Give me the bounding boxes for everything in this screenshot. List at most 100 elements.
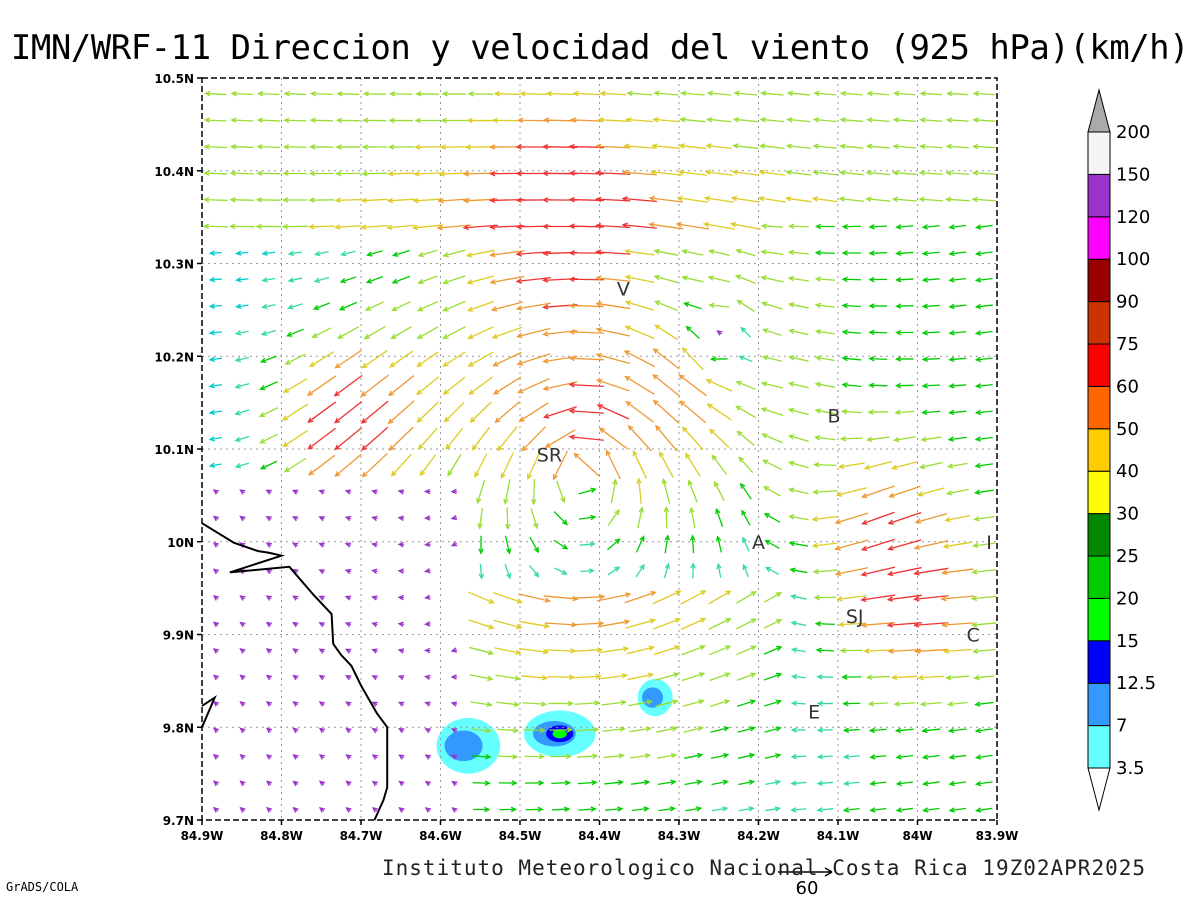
wind-arrow [919,90,942,97]
wind-arrow [467,91,493,97]
wind-arrow [212,489,220,495]
wind-arrow [292,648,299,654]
wind-arrow [527,451,541,480]
wind-arrow [681,248,704,256]
wind-arrow [678,374,707,397]
wind-arrow [371,701,378,707]
wind-arrow [738,456,754,474]
wind-arrow [736,699,757,707]
colorbar-label: 12.5 [1116,673,1156,694]
wind-arrow [895,780,913,787]
wind-arrow [816,753,833,760]
wind-arrow [576,753,599,759]
wind-arrow [790,673,806,680]
wind-arrow [765,779,782,786]
wind-arrow [542,381,578,391]
wind-arrow [921,727,941,734]
wind-arrow [787,434,809,442]
wind-arrow [631,806,650,812]
reference-arrow-head [824,867,833,877]
wind-arrow [504,507,511,531]
wind-arrow [398,728,405,734]
wind-arrow [318,754,326,760]
wind-arrow [334,349,362,369]
wind-arrow [893,701,916,707]
wind-arrow [760,90,784,97]
wind-arrow [917,674,945,681]
wind-arrow [657,752,678,759]
wind-arrow [424,541,431,548]
wind-arrow [788,514,809,521]
wind-arrow [265,595,272,601]
wind-arrow [443,401,465,423]
wind-arrow [579,541,596,547]
wind-arrow [208,276,222,283]
wind-arrow [416,401,439,423]
wind-arrow [681,672,706,682]
wind-arrow [361,426,389,451]
wind-arrow [685,452,701,477]
wind-arrow [764,539,780,549]
wind-arrow [653,248,679,256]
wind-arrow [553,511,568,526]
wind-arrow [318,806,326,813]
wind-arrow [568,329,605,335]
wind-arrow [680,590,707,605]
wind-arrow [623,143,656,149]
wind-arrow [841,250,861,256]
wind-arrow [863,460,892,471]
wind-arrow [371,568,378,575]
wind-arrow [313,276,330,283]
wind-arrow [814,302,835,309]
wind-arrow [212,568,220,575]
wind-arrow [840,408,862,415]
wind-arrow [442,275,466,285]
wind-arrow [360,374,389,397]
wind-arrow [787,302,809,309]
lat-tick-label: 10.4N [154,165,194,179]
wind-arrow [841,329,862,335]
wind-arrow [918,143,943,150]
wind-arrow [759,143,785,150]
wind-arrow [921,356,940,362]
wind-arrow [684,779,703,786]
wind-arrow [786,90,810,97]
wind-arrow [371,595,378,601]
wind-arrow [865,170,891,176]
wind-arrow [234,409,250,416]
wind-arrow [839,647,863,654]
wind-arrow [703,195,734,203]
wind-arrow [387,375,415,397]
wind-arrow [334,427,363,451]
wind-arrow [682,301,702,310]
wind-arrow [549,727,573,733]
wind-arrow [814,408,836,415]
wind-arrow [469,646,495,656]
wind-arrow [546,648,577,654]
wind-arrow [595,170,631,176]
wind-arrow [523,727,547,733]
wind-arrow [974,727,993,734]
wind-arrow [814,276,835,282]
wind-arrow [816,780,833,787]
wind-arrow [887,511,922,525]
wind-arrow [307,427,336,450]
wind-arrow [265,727,273,734]
wind-arrow [653,645,681,656]
wind-arrow [387,171,415,177]
wind-arrow [451,780,458,787]
wind-arrow [708,618,732,630]
wind-arrow [787,223,809,230]
wind-arrow [530,508,539,530]
wind-arrow [635,535,645,553]
wind-arrow [868,224,888,230]
wind-arrow [569,117,603,123]
wind-arrow [707,275,731,283]
wind-arrow [239,595,246,601]
wind-arrow [571,620,605,627]
wind-arrow [839,143,864,150]
wind-arrow [760,223,783,229]
wind-arrow [361,144,387,150]
wind-arrow [388,117,414,124]
wind-arrow [335,170,361,177]
